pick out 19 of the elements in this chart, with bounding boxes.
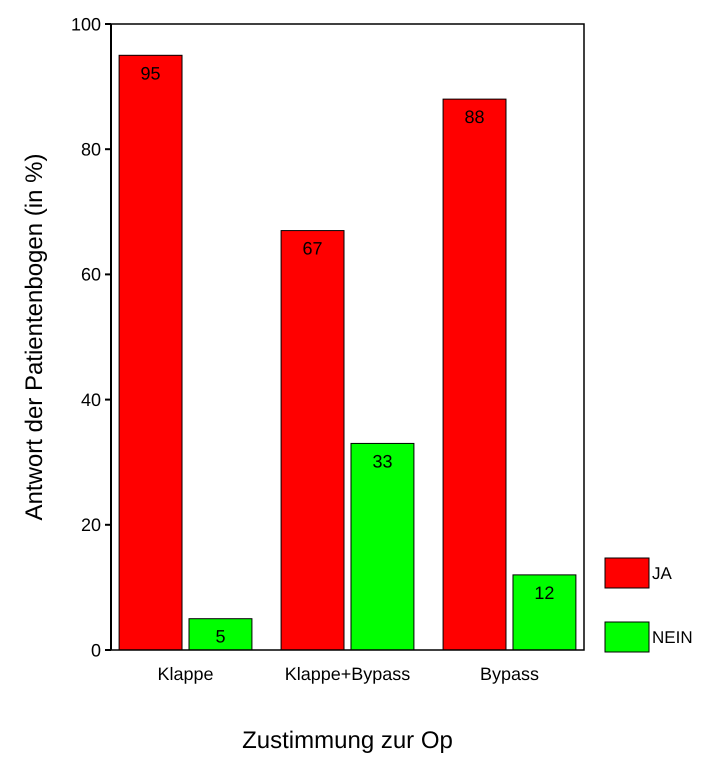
y-tick-label: 40 xyxy=(80,390,101,410)
data-label: 5 xyxy=(215,626,226,647)
x-axis-title: Zustimmung zur Op xyxy=(242,727,453,754)
legend-label: NEIN xyxy=(652,628,693,647)
y-tick-label: 100 xyxy=(70,14,101,34)
data-label: 88 xyxy=(464,107,485,128)
y-tick-label: 60 xyxy=(80,264,101,285)
y-axis-title: Antwort der Patientenbogen (in %) xyxy=(21,154,48,520)
x-tick-label: Bypass xyxy=(480,664,539,684)
x-tick-label: Klappe+Bypass xyxy=(284,664,410,684)
legend-label: JA xyxy=(652,564,672,583)
data-label: 95 xyxy=(140,63,161,84)
data-label: 33 xyxy=(372,451,392,472)
y-tick-label: 0 xyxy=(90,640,101,660)
x-tick-label: Klappe xyxy=(157,664,214,684)
y-tick-label: 80 xyxy=(80,140,101,160)
data-label: 67 xyxy=(302,238,323,259)
y-tick-label: 20 xyxy=(80,515,101,536)
data-label: 12 xyxy=(534,582,554,603)
